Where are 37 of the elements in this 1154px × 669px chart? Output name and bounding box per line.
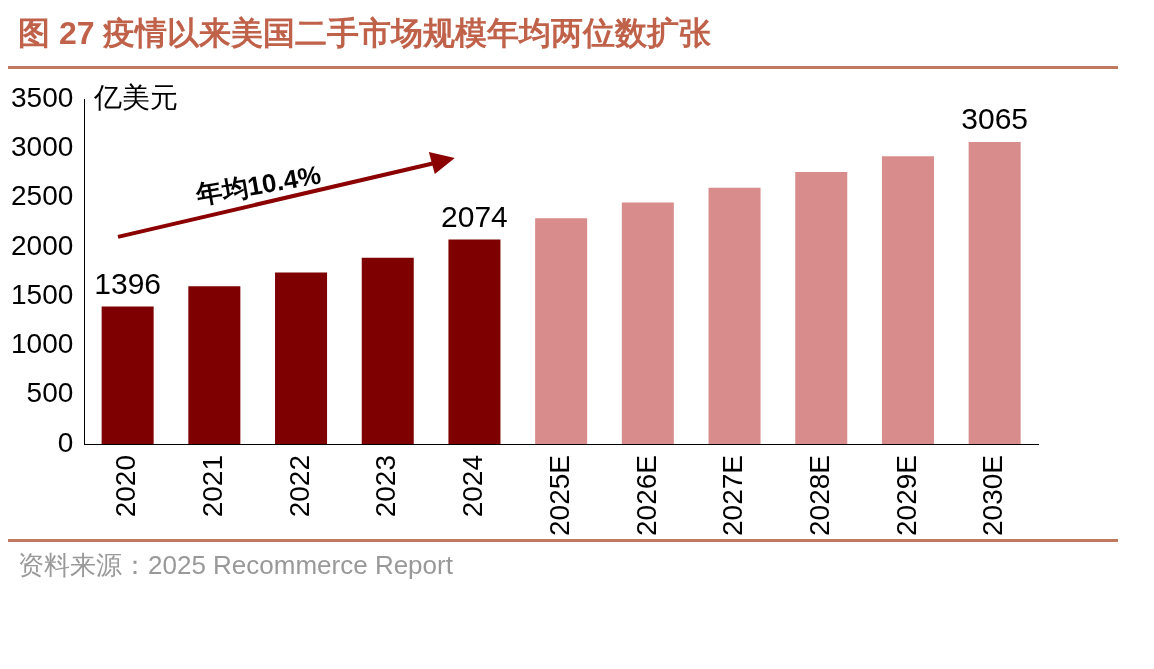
chart-title: 图 27 疫情以来美国二手市场规模年均两位数扩张 bbox=[8, 8, 1118, 69]
annotation: 年均10.4% bbox=[193, 159, 324, 211]
x-tick-label: 2020 bbox=[110, 455, 142, 518]
y-tick-label: 500 bbox=[26, 377, 74, 409]
x-tick-label: 2022 bbox=[283, 455, 315, 518]
x-tick-label: 2030E bbox=[977, 455, 1009, 536]
bar bbox=[881, 156, 934, 445]
bar bbox=[275, 272, 328, 445]
y-tick-label: 2000 bbox=[10, 229, 74, 261]
x-tick-label: 2025E bbox=[543, 455, 575, 536]
text: 资料来源：2025 Recommerce Report bbox=[8, 539, 1118, 589]
y-tick-label: 3000 bbox=[10, 131, 74, 163]
x-tick-label: 2024 bbox=[457, 455, 489, 518]
bar bbox=[795, 171, 848, 445]
y-tick-label: 1500 bbox=[10, 278, 74, 310]
bar bbox=[188, 286, 241, 445]
data-label: 2074 bbox=[441, 199, 508, 233]
x-tick-label: 2026E bbox=[630, 455, 662, 536]
bar bbox=[535, 218, 588, 445]
x-tick-label: 2028E bbox=[803, 455, 835, 536]
bar bbox=[708, 187, 761, 445]
y-tick-label: 0 bbox=[57, 426, 74, 458]
x-tick-label: 2023 bbox=[370, 455, 402, 518]
bar bbox=[101, 306, 154, 445]
y-axis-title: 亿美元 bbox=[93, 81, 179, 113]
data-label: 3065 bbox=[961, 102, 1029, 136]
bar bbox=[968, 141, 1021, 445]
bar bbox=[361, 257, 414, 445]
x-tick-label: 2021 bbox=[197, 455, 229, 518]
x-tick-label: 2027E bbox=[717, 455, 749, 536]
y-tick-label: 2500 bbox=[10, 180, 74, 212]
data-label: 1396 bbox=[94, 266, 162, 300]
x-tick-label: 2029E bbox=[890, 455, 922, 536]
bar bbox=[621, 202, 674, 445]
y-tick-label: 1000 bbox=[10, 328, 74, 360]
y-tick-label: 3500 bbox=[10, 81, 74, 113]
bar bbox=[448, 239, 501, 445]
